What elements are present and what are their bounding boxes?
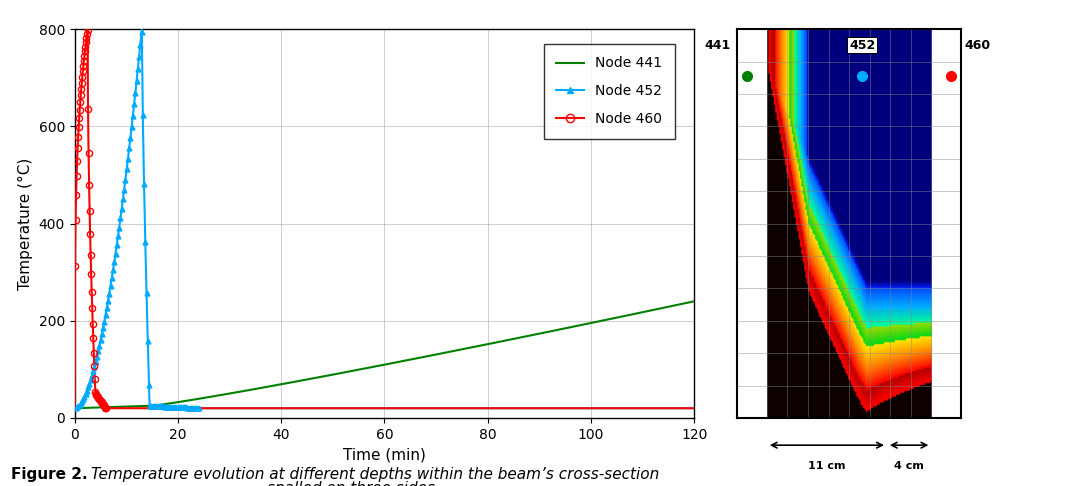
Text: 452: 452 [849,38,876,52]
Text: 441: 441 [705,38,731,52]
X-axis label: Time (min): Time (min) [343,447,426,462]
Text: Temperature evolution at different depths within the beam’s cross-section: Temperature evolution at different depth… [91,467,659,482]
Text: 11 cm: 11 cm [808,461,846,470]
Y-axis label: Temperature (°C): Temperature (°C) [18,157,33,290]
Text: 460: 460 [964,38,990,52]
Text: Figure 2.: Figure 2. [11,467,88,482]
Text: spalled on three sides.: spalled on three sides. [267,481,440,486]
Legend: Node 441, Node 452, Node 460: Node 441, Node 452, Node 460 [544,44,675,139]
Text: 4 cm: 4 cm [894,461,924,470]
